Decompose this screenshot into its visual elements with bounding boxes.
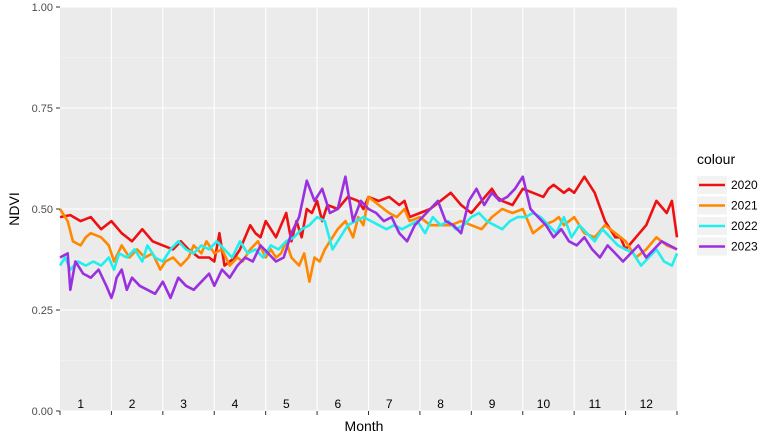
legend-title: colour [697,151,735,167]
month-label: 9 [489,397,496,411]
month-label: 1 [77,397,84,411]
month-label: 12 [640,397,654,411]
y-tick-label: 0.25 [32,305,53,317]
y-axis: 0.00 0.25 0.50 0.75 1.00 [32,2,60,418]
y-tick-label: 0.00 [32,406,53,418]
y-axis-title: NDVI [6,192,22,225]
x-axis-title: Month [345,418,384,434]
series-line-2022 [58,211,679,271]
month-label: 11 [589,397,602,411]
legend: colour 2020 2021 2022 2023 [697,151,758,256]
series-line-2023 [59,175,678,300]
legend-label-2022: 2022 [731,219,758,233]
legend-label-2020: 2020 [731,178,758,192]
month-label: 5 [283,397,290,411]
month-label: 3 [180,397,187,411]
month-label: 8 [437,397,444,411]
series-lines [58,175,679,300]
y-tick-label: 0.75 [32,103,53,115]
month-label: 6 [334,397,341,411]
month-label: 7 [386,397,393,411]
month-label: 4 [232,397,239,411]
legend-label-2021: 2021 [731,199,758,213]
y-tick-label: 0.50 [32,204,53,216]
month-label: 2 [129,397,136,411]
y-tick-label: 1.00 [32,2,53,14]
x-axis: 1 2 3 4 5 6 7 8 9 10 11 12 [59,397,678,415]
legend-label-2023: 2023 [731,240,758,254]
month-label: 10 [537,397,551,411]
